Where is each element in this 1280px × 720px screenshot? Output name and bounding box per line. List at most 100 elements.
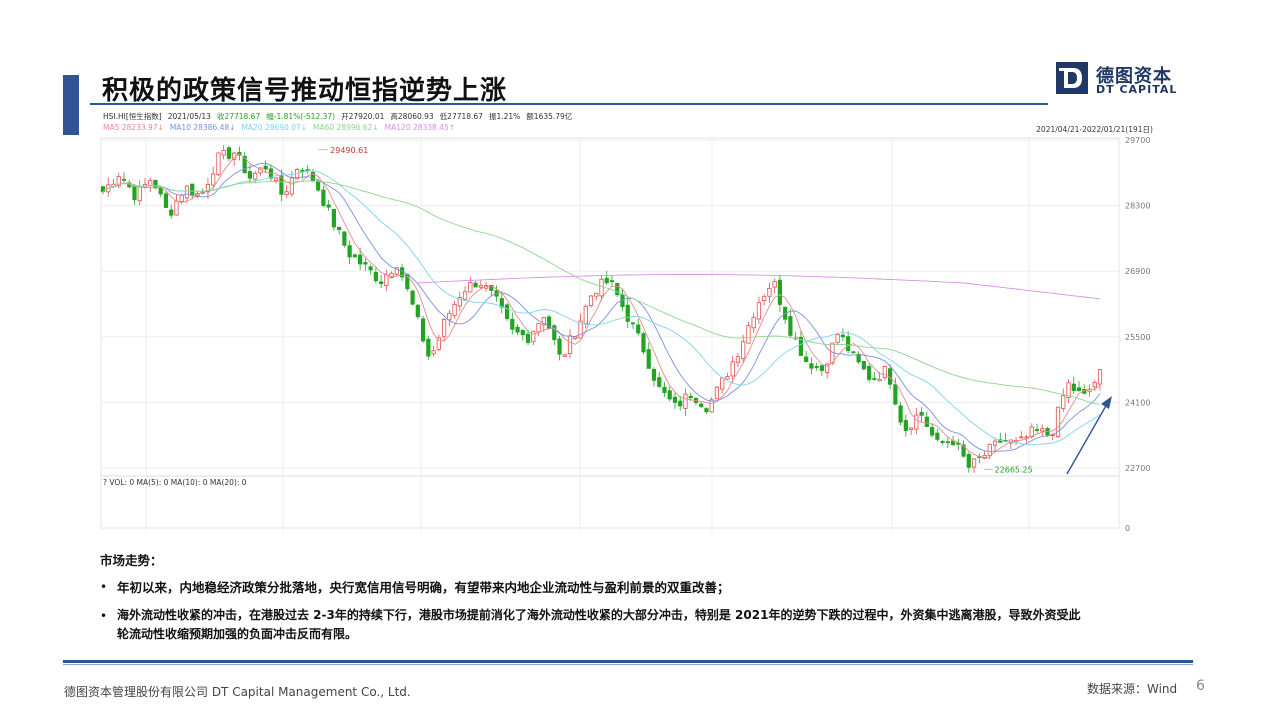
candle-body xyxy=(363,262,368,265)
chart-frame xyxy=(100,137,1120,529)
ma-value: MA60 28996.62↓ xyxy=(313,123,379,132)
candle-body xyxy=(756,302,762,320)
footer-company: 德图资本管理股份有限公司 DT Capital Management Co., … xyxy=(64,685,411,699)
candle-body xyxy=(300,169,305,172)
ma-value: MA20 28690.07↓ xyxy=(241,123,308,132)
candle-body xyxy=(809,363,814,369)
volume-indicator-label: ? VOL: 0 MA(5): 0 MA(10): 0 MA(20): 0 xyxy=(103,478,247,487)
candle-body xyxy=(457,297,462,307)
y-tick-label: 25500 xyxy=(1125,333,1150,342)
quote-field: HSI.HI[恒生指数] xyxy=(103,112,162,121)
ma-value: MA120 28338.45↑ xyxy=(384,123,456,132)
candle-body xyxy=(1066,382,1071,398)
dt-capital-logo: 德图资本 DT CAPITAL xyxy=(1056,62,1181,98)
trend-arrow-head xyxy=(1101,396,1112,409)
candle-body xyxy=(583,305,588,325)
y-tick-label: 29700 xyxy=(1125,136,1150,145)
candle-body xyxy=(384,274,389,287)
candle-body xyxy=(515,326,520,333)
candle-body xyxy=(908,427,914,430)
candle-body xyxy=(1092,382,1097,388)
candle-body xyxy=(253,172,258,180)
candle-body xyxy=(646,349,651,369)
page-title: 积极的政策信号推动恒指逆势上涨 xyxy=(102,76,508,106)
candle-body xyxy=(945,441,950,444)
candle-body xyxy=(1019,436,1024,439)
candle-body xyxy=(347,245,352,258)
candle-body xyxy=(567,335,573,354)
volume-axis-label: 0 xyxy=(1125,524,1130,533)
candle-body xyxy=(1024,436,1029,439)
candle-body xyxy=(966,453,971,468)
candle-body xyxy=(1034,429,1040,431)
candle-body xyxy=(420,318,426,342)
candle-body xyxy=(326,204,331,208)
candle-body xyxy=(893,384,898,405)
candle-body xyxy=(961,444,966,457)
candle-body xyxy=(531,330,536,343)
candle-body xyxy=(940,440,945,443)
candle-body xyxy=(499,298,504,308)
candle-body xyxy=(316,180,321,191)
candle-body xyxy=(804,356,809,363)
candle-body xyxy=(641,333,646,353)
candle-body xyxy=(846,336,851,352)
quote-field: 振1.21% xyxy=(488,112,521,121)
candle-body xyxy=(504,304,510,319)
candle-body xyxy=(672,396,678,403)
candle-body xyxy=(415,304,420,318)
candle-body xyxy=(473,282,478,288)
candle-body xyxy=(148,180,153,186)
candle-body xyxy=(174,200,179,216)
ma20-line xyxy=(102,170,1101,446)
candlestick-chart[interactable]: 29700 28300 26900 25500 24100 22700 0 29490.61 2… xyxy=(99,108,1161,533)
candle-body xyxy=(525,333,531,343)
quote-field: 高28060.93 xyxy=(390,112,434,121)
candle-body xyxy=(478,285,483,288)
candle-body xyxy=(662,386,667,393)
low-annotation: 22665.25 xyxy=(995,466,1033,475)
candle-body xyxy=(730,361,735,377)
candle-body xyxy=(137,186,142,202)
candle-body xyxy=(289,176,295,195)
candle-body xyxy=(190,183,195,196)
candle-body xyxy=(825,363,830,373)
candle-body xyxy=(725,376,730,380)
candle-body xyxy=(578,320,583,339)
candle-body xyxy=(426,338,431,357)
candle-body xyxy=(242,155,247,174)
candle-body xyxy=(667,390,672,400)
chart-date-range[interactable]: 2021/04/21-2022/01/21(191日) xyxy=(1036,125,1153,134)
candle-body xyxy=(221,149,226,156)
candle-body xyxy=(924,416,929,427)
candle-body xyxy=(914,414,919,430)
candle-body xyxy=(394,267,399,275)
candle-body xyxy=(536,322,541,333)
quote-field: 低27718.67 xyxy=(439,112,483,121)
candle-body xyxy=(714,386,720,400)
candle-body xyxy=(284,191,289,196)
ma-value: MA5 28233.97↓ xyxy=(103,123,164,132)
footer-divider xyxy=(63,660,1193,663)
ma120-line xyxy=(417,274,1101,300)
candle-body xyxy=(226,147,232,159)
candle-body xyxy=(1071,383,1076,391)
candle-body xyxy=(331,209,336,228)
candle-body xyxy=(1055,406,1061,438)
candle-body xyxy=(819,365,824,371)
candle-body xyxy=(211,173,216,186)
ma10-line xyxy=(102,162,1101,452)
candle-body xyxy=(678,400,683,407)
candle-body xyxy=(510,318,515,330)
candle-body xyxy=(305,169,310,172)
candle-body xyxy=(625,304,630,322)
candle-body xyxy=(1029,426,1034,438)
y-tick-label: 24100 xyxy=(1125,398,1150,407)
candle-body xyxy=(588,295,594,307)
candle-body xyxy=(452,304,457,316)
candle-body xyxy=(992,440,998,446)
candle-body xyxy=(520,330,525,336)
ma-value: MA10 28386.48↓ xyxy=(169,123,236,132)
candle-body xyxy=(179,194,184,203)
candle-body xyxy=(342,231,347,246)
